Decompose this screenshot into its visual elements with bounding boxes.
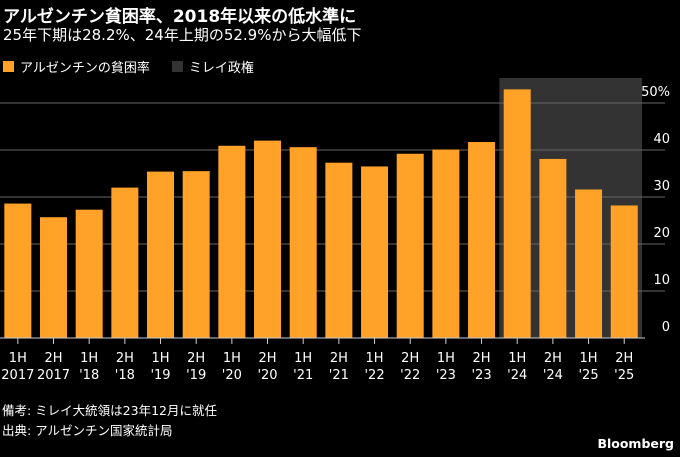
bar-1H-'24 [503,89,531,339]
x-tick-label: 2H [116,351,134,366]
y-tick-label: 20 [653,226,670,241]
bar-2H-'18 [111,187,139,338]
bar-1H-2017 [4,203,32,338]
bar-1H-'23 [432,149,460,338]
legend-swatch [3,61,14,72]
x-tick-label: 1H [151,351,169,366]
y-tick-label: 50% [641,85,670,100]
bar-1H-'25 [575,189,603,338]
x-tick-label: '24 [543,368,563,383]
legend-label: アルゼンチンの貧困率 [20,61,150,76]
bar-2H-'22 [396,153,424,338]
x-tick-label: 1H [366,351,384,366]
bloomberg-logo: Bloomberg [597,436,674,451]
x-tick-label: '19 [150,368,170,383]
x-tick-label: 2H [44,351,62,366]
y-tick-label: 0 [662,320,670,335]
bar-1H-'22 [361,166,389,338]
x-tick-label: 1H [508,351,526,366]
x-tick-label: 1H [437,351,455,366]
bar-2H-'20 [254,140,282,338]
x-tick-label: '22 [364,368,384,383]
bar-1H-'19 [147,171,175,338]
x-tick-label: '18 [79,368,99,383]
legend-item-milei: ミレイ政権 [171,57,254,76]
x-tick-label: '25 [614,368,634,383]
source: 出典: アルゼンチン国家統計局 [2,423,173,438]
bar-2H-'24 [539,158,567,338]
note: 備考: ミレイ大統領は23年12月に就任 [2,403,217,418]
bar-chart: 0 10 20 30 40 50% 1H 2017 2H 2017 1H '18 2H '18 1H '19 2… [0,78,670,383]
x-tick-label: 2H [401,351,419,366]
bar-2H-'25 [610,205,638,338]
x-tick-label: '24 [507,368,527,383]
legend-label: ミレイ政権 [188,61,254,76]
bar-1H-'21 [289,147,317,338]
x-tick-label: 2H [330,351,348,366]
x-tick-label: 2H [259,351,277,366]
x-tick-label: 1H [580,351,598,366]
x-tick-label: '20 [257,368,277,383]
x-tick-label: 2H [544,351,562,366]
bar-2H-2017 [40,217,68,338]
legend-item-poverty: アルゼンチンの貧困率 [3,57,150,76]
chart-title: アルゼンチン貧困率、2018年以来の低水準に [3,7,357,27]
x-tick-label: '21 [329,368,349,383]
x-tick-label: 2017 [37,368,70,383]
legend-swatch [171,61,183,72]
legend: アルゼンチンの貧困率 ミレイ政権 [3,57,254,76]
x-tick-label: '21 [293,368,313,383]
notes: 備考: ミレイ大統領は23年12月に就任 出典: アルゼンチン国家統計局 [2,401,217,441]
y-tick-label: 10 [653,273,670,288]
x-tick-label: '18 [115,368,135,383]
bar-1H-'20 [218,145,246,338]
bar-1H-'18 [75,209,103,338]
x-tick-label: 2H [615,351,633,366]
x-tick-label: 1H [294,351,312,366]
x-tick-label: 2H [187,351,205,366]
x-tick-label: 2017 [1,368,34,383]
x-tick-label: 1H [80,351,98,366]
bar-2H-'21 [325,162,353,338]
x-tick-label: '23 [436,368,456,383]
x-tick-label: '19 [186,368,206,383]
x-tick-label: '25 [578,368,598,383]
x-tick-label: 2H [473,351,491,366]
y-tick-label: 40 [653,132,670,147]
x-tick-label: '20 [222,368,242,383]
chart-subtitle: 25年下期は28.2%、24年上期の52.9%から大幅低下 [3,26,362,44]
bar-2H-'23 [468,142,496,338]
bar-2H-'19 [182,171,210,338]
y-tick-label: 30 [653,179,670,194]
x-tick-label: 1H [9,351,27,366]
x-tick-label: 1H [223,351,241,366]
x-tick-label: '22 [400,368,420,383]
x-tick-label: '23 [471,368,491,383]
